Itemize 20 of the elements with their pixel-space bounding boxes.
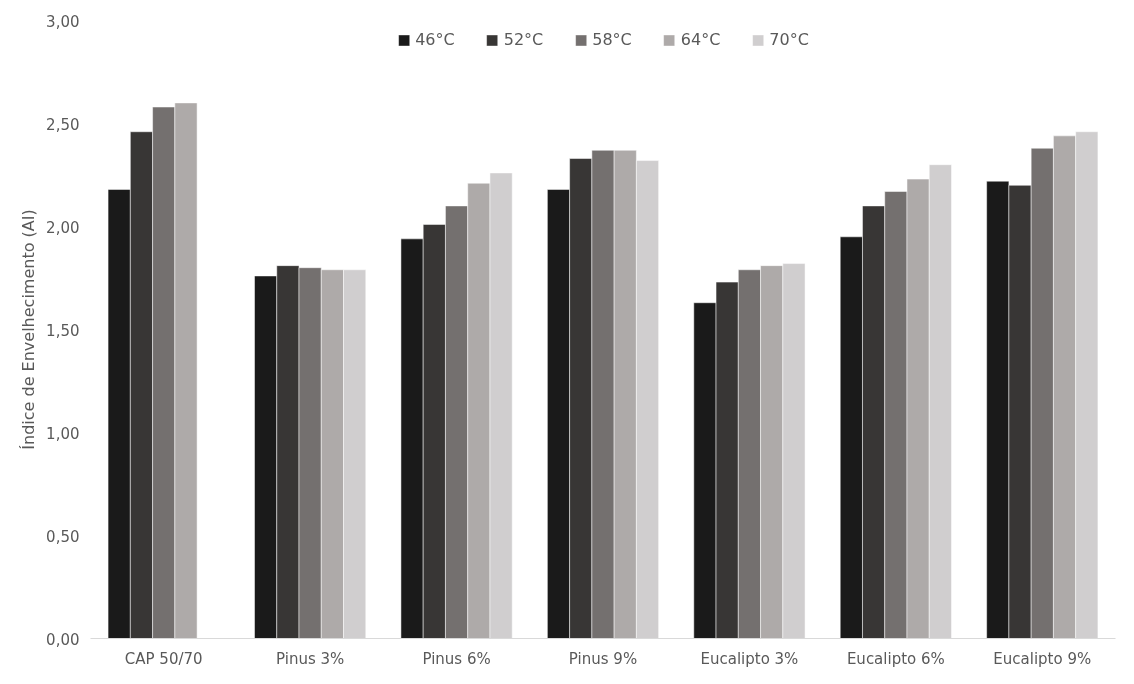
legend-label: 70°C xyxy=(769,30,809,49)
y-tick-label: 3,00 xyxy=(46,12,80,31)
y-tick-label: 2,50 xyxy=(46,115,80,134)
x-tick-label: CAP 50/70 xyxy=(124,649,203,668)
x-tick-label: Eucalipto 9% xyxy=(993,649,1092,668)
x-tick-label: Pinus 9% xyxy=(568,649,638,668)
legend-label: 64°C xyxy=(680,30,721,49)
x-tick-label: Pinus 6% xyxy=(422,649,491,668)
x-tick-label: Pinus 3% xyxy=(276,649,345,668)
x-tick-label: Eucalipto 3% xyxy=(700,649,799,668)
y-tick-label: 2,00 xyxy=(46,218,80,237)
x-tick-label: Eucalipto 6% xyxy=(846,649,945,668)
y-tick-label: 0,00 xyxy=(46,630,80,649)
y-tick-label: 1,50 xyxy=(46,321,80,340)
y-tick-label: 1,00 xyxy=(46,424,80,443)
legend-label: 46°C xyxy=(415,30,455,49)
legend-label: 58°C xyxy=(592,30,632,49)
y-axis-title: Índice de Envelhecimento (AI) xyxy=(19,209,39,450)
legend-label: 52°C xyxy=(503,30,544,49)
y-tick-label: 0,50 xyxy=(46,527,80,546)
